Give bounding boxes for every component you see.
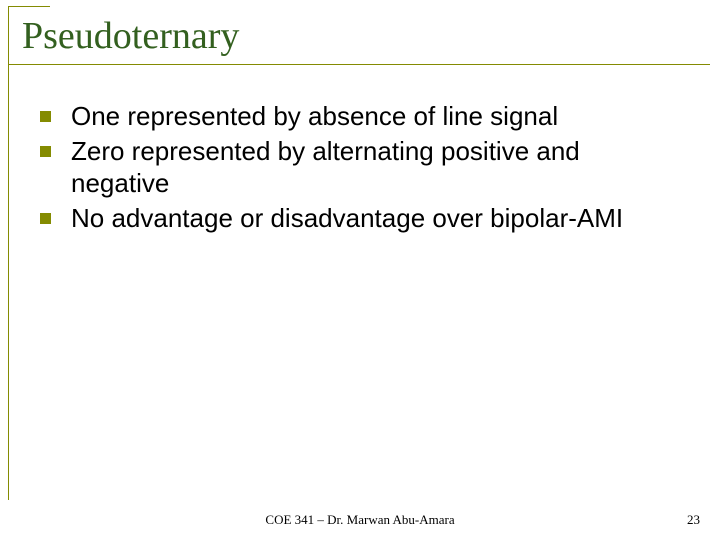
content-area: One represented by absence of line signa…	[40, 100, 680, 236]
bullet-item: No advantage or disadvantage over bipola…	[40, 202, 680, 235]
corner-line-left	[8, 6, 9, 500]
bullet-square-icon	[40, 111, 51, 122]
page-number: 23	[687, 512, 700, 528]
title-underline	[8, 64, 710, 65]
footer-center-text: COE 341 – Dr. Marwan Abu-Amara	[0, 512, 720, 528]
bullet-square-icon	[40, 146, 51, 157]
bullet-text: No advantage or disadvantage over bipola…	[71, 202, 623, 235]
bullet-item: Zero represented by alternating positive…	[40, 135, 680, 200]
bullet-text: Zero represented by alternating positive…	[71, 135, 680, 200]
bullet-item: One represented by absence of line signa…	[40, 100, 680, 133]
slide-frame	[8, 6, 712, 500]
bullet-text: One represented by absence of line signa…	[71, 100, 558, 133]
slide-title: Pseudoternary	[22, 14, 239, 58]
corner-line-top	[8, 6, 50, 7]
bullet-square-icon	[40, 213, 51, 224]
